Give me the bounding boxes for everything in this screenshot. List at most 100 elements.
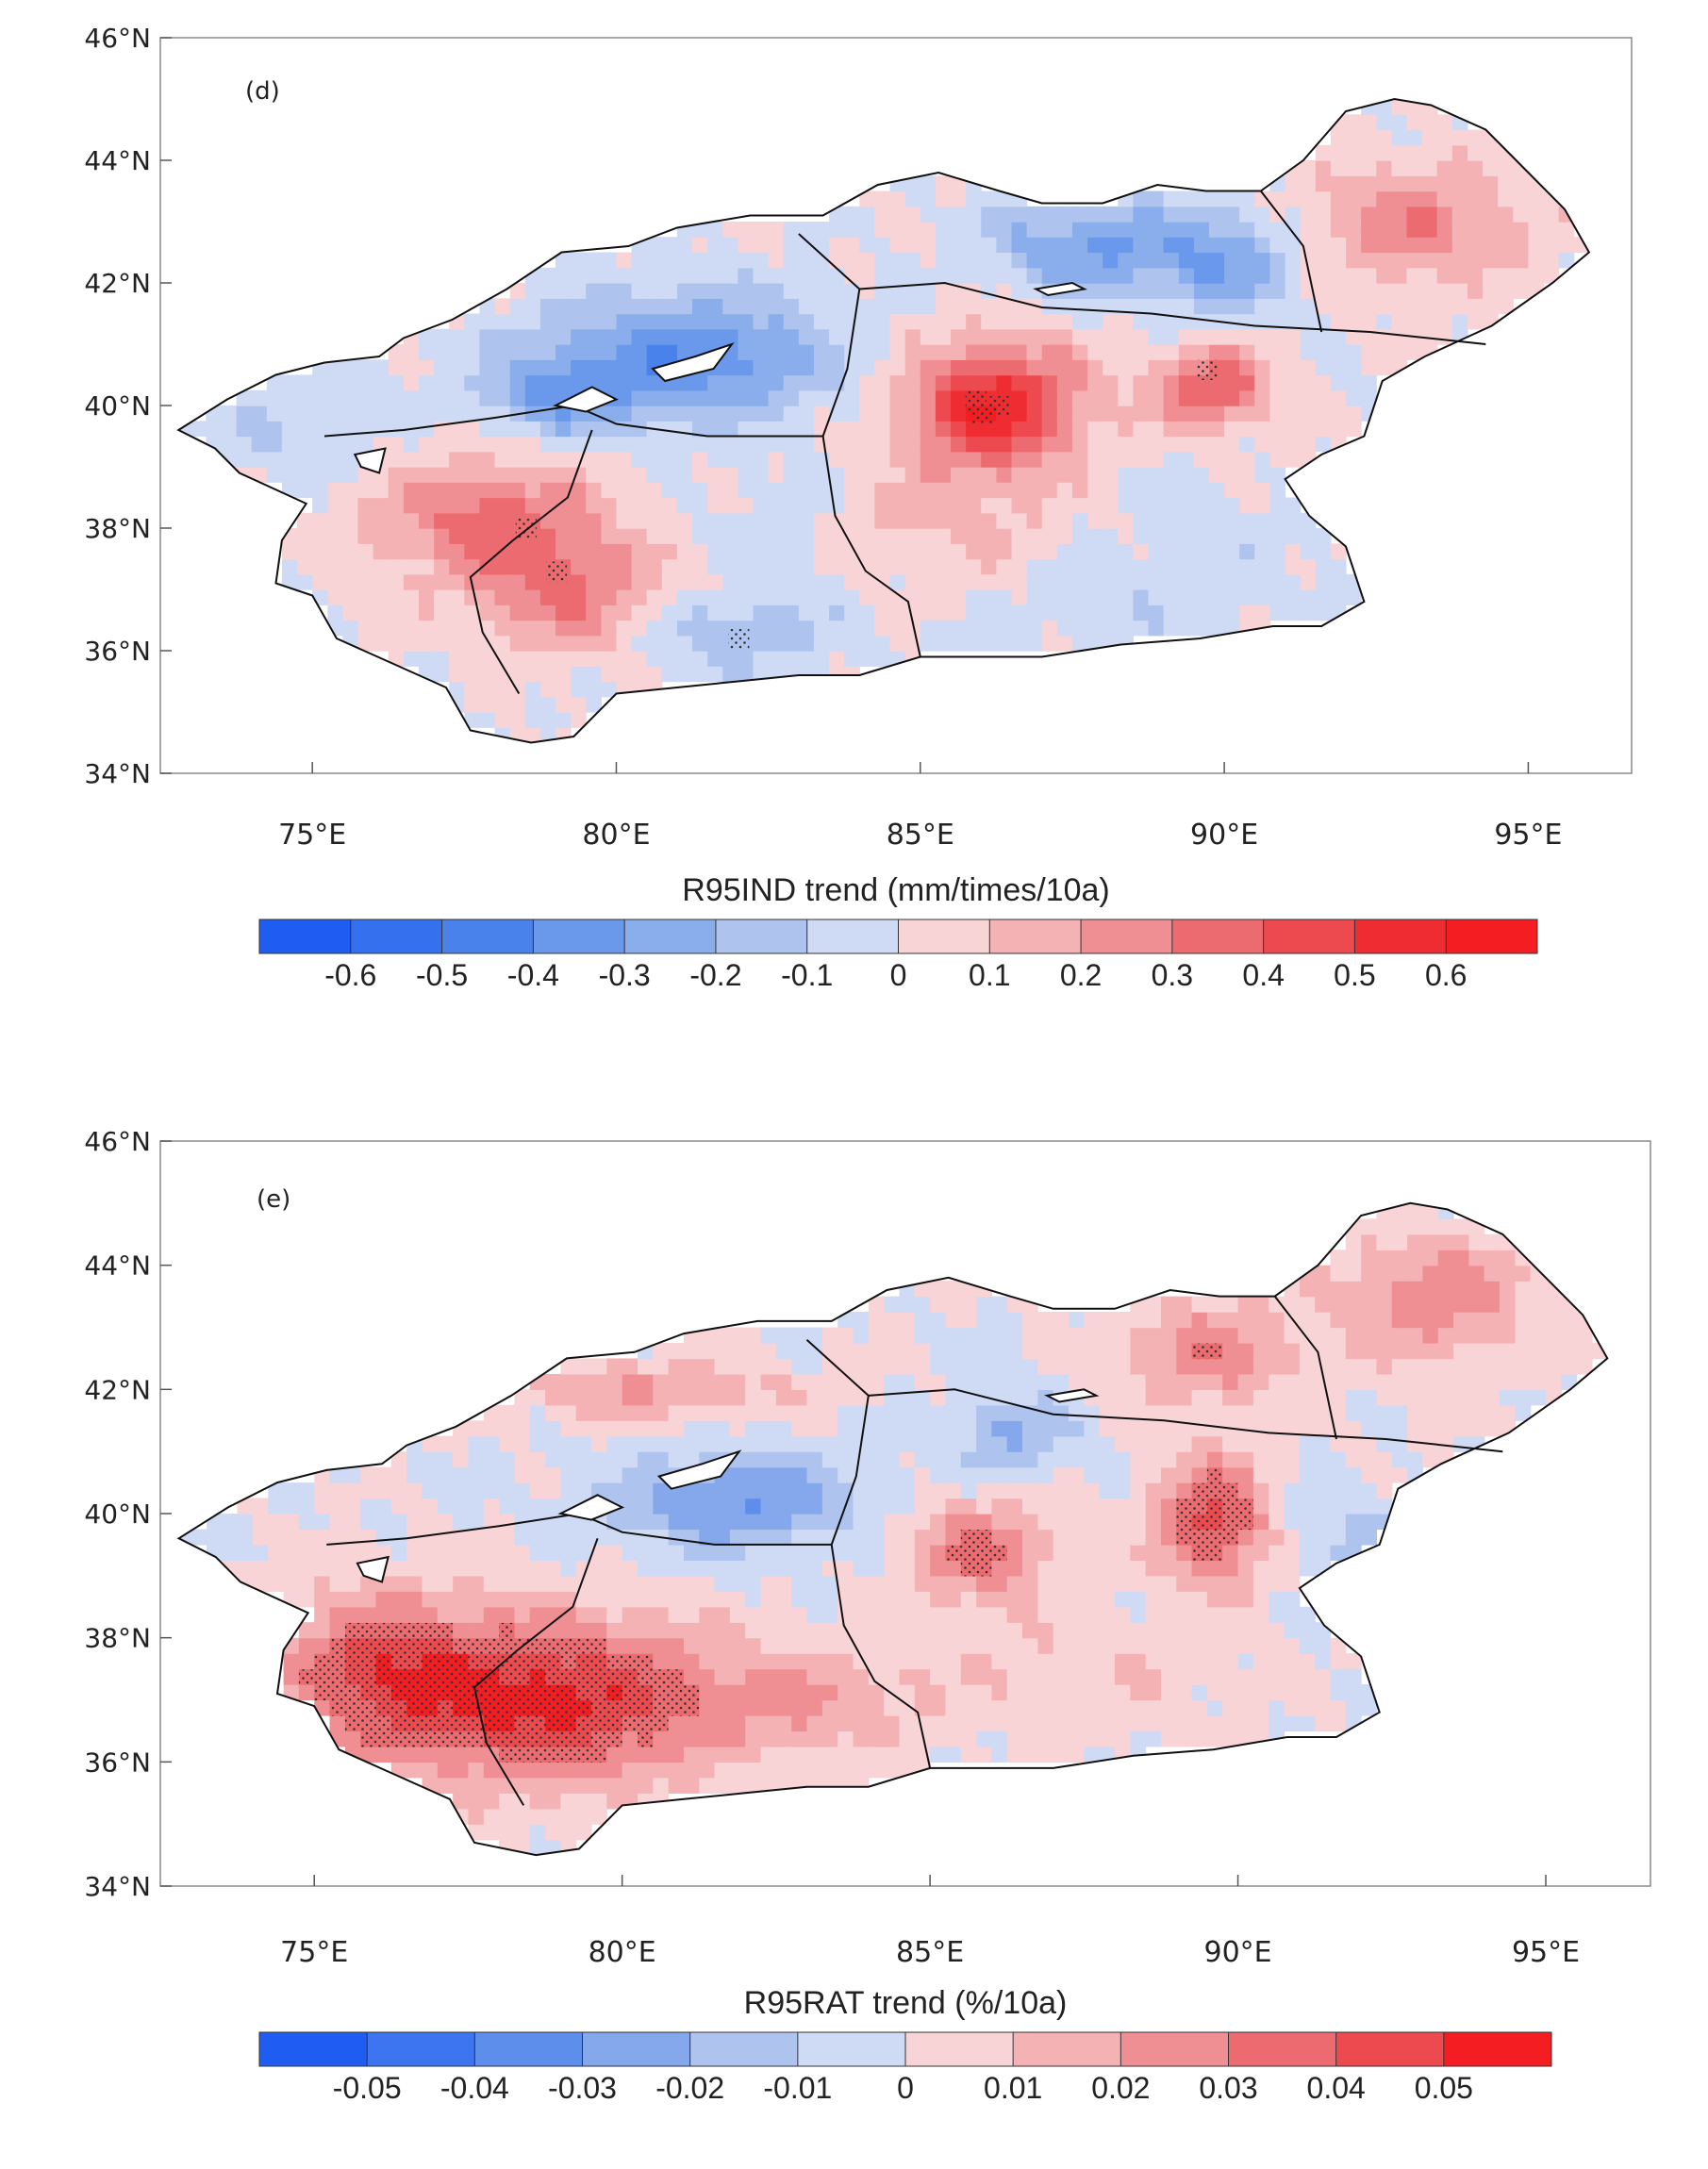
field-cell: [1118, 604, 1134, 621]
field-cell: [388, 467, 405, 483]
field-cell: [524, 558, 541, 575]
field-cell: [1407, 1358, 1423, 1375]
field-cell: [945, 1575, 962, 1592]
field-cell: [991, 1591, 1008, 1608]
lon-tick-label: 95°E: [1494, 819, 1562, 852]
field-cell: [1176, 1482, 1193, 1499]
lon-tick-label: 85°E: [887, 819, 954, 852]
field-cell: [821, 1389, 838, 1406]
field-cell: [1041, 298, 1058, 315]
field-cell: [437, 1498, 454, 1515]
field-cell: [653, 1451, 670, 1468]
field-cell: [844, 374, 860, 391]
field-cell: [1148, 267, 1165, 284]
field-cell: [853, 1730, 870, 1747]
field-cell: [1161, 1343, 1177, 1360]
field-cell: [1133, 558, 1150, 575]
field-cell: [745, 1389, 762, 1406]
field-cell: [1053, 1746, 1070, 1763]
field-cell: [539, 497, 556, 514]
field-cell: [631, 482, 648, 499]
field-cell: [1299, 1529, 1316, 1546]
field-cell: [468, 1824, 485, 1841]
field-cell: [668, 1373, 685, 1390]
field-cell: [692, 620, 708, 637]
significance-stipple: [591, 1730, 607, 1747]
field-cell: [622, 1482, 638, 1499]
field-cell: [1133, 512, 1150, 529]
field-cell: [914, 1466, 931, 1483]
field-cell: [1087, 206, 1103, 223]
field-cell: [373, 421, 390, 438]
field-cell: [1391, 1234, 1408, 1250]
field-cell: [314, 1498, 331, 1515]
field-cell: [524, 696, 541, 713]
field-cell: [837, 1327, 854, 1344]
field-cell: [1099, 1343, 1116, 1360]
field-cell: [753, 467, 770, 483]
field-cell: [631, 421, 648, 438]
field-cell: [1315, 1529, 1332, 1546]
significance-stipple: [545, 1730, 561, 1747]
boundary-line: [805, 1338, 870, 1546]
field-cell: [1361, 374, 1377, 391]
field-cell: [1130, 1327, 1147, 1344]
field-cell: [1299, 1668, 1316, 1685]
field-cell: [1300, 558, 1317, 575]
field-cell: [1561, 1312, 1578, 1329]
field-cell: [1330, 374, 1347, 391]
significance-stipple: [989, 396, 1011, 417]
field-cell: [889, 512, 906, 529]
field-cell: [1237, 1435, 1254, 1452]
field-cell: [1037, 1715, 1054, 1732]
field-cell: [868, 1420, 885, 1437]
field-cell: [403, 543, 420, 560]
field-cell: [829, 313, 845, 330]
field-cell: [661, 467, 678, 483]
field-cell: [1191, 1730, 1208, 1747]
field-cell: [914, 1684, 931, 1701]
field-cell: [221, 421, 238, 438]
field-cell: [1484, 1250, 1501, 1267]
field-cell: [1118, 528, 1134, 544]
field-cell: [1148, 604, 1165, 621]
field-cell: [760, 1653, 777, 1670]
field-cell: [1330, 1451, 1347, 1468]
field-cell: [468, 1560, 485, 1577]
field-cell: [1161, 1435, 1177, 1452]
field-cell: [499, 1560, 515, 1577]
field-cell: [806, 1730, 823, 1747]
significance-stipple: [1191, 1343, 1208, 1360]
field-cell: [464, 651, 480, 667]
field-cell: [775, 1420, 792, 1437]
field-cell: [1285, 206, 1302, 223]
field-cell: [1103, 467, 1119, 483]
significance-stipple: [406, 1653, 423, 1670]
field-cell: [1084, 1591, 1101, 1608]
field-cell: [514, 1420, 531, 1437]
field-cell: [1084, 1358, 1101, 1375]
field-cell: [1148, 206, 1165, 223]
field-cell: [1513, 190, 1529, 207]
field-cell: [268, 1529, 285, 1546]
field-cell: [1145, 1343, 1162, 1360]
field-cell: [966, 222, 982, 238]
field-cell: [1071, 421, 1088, 438]
field-cell: [1222, 1653, 1239, 1670]
field-cell: [991, 1482, 1008, 1499]
field-cell: [1391, 1373, 1408, 1390]
field-cell: [1006, 1746, 1023, 1763]
field-cell: [545, 1389, 561, 1406]
field-cell: [622, 1606, 638, 1623]
field-cell: [1099, 1373, 1116, 1390]
field-cell: [1422, 1358, 1439, 1375]
field-cell: [281, 374, 298, 391]
field-cell: [1315, 1544, 1332, 1561]
field-cell: [976, 1482, 992, 1499]
field-cell: [422, 1435, 439, 1452]
field-cell: [494, 421, 511, 438]
field-cell: [406, 1514, 423, 1531]
significance-stipple: [344, 1684, 361, 1701]
field-cell: [591, 1544, 607, 1561]
field-cell: [1483, 222, 1499, 238]
